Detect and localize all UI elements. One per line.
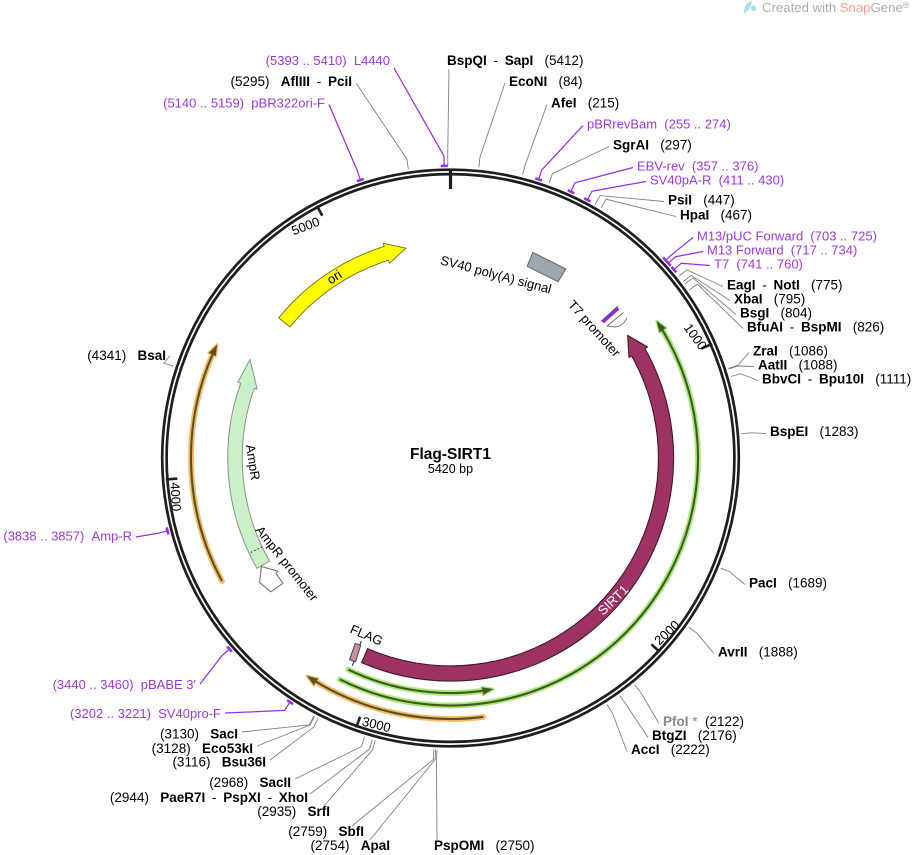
svg-text:(3202 .. 3221) SV40pro-F: (3202 .. 3221) SV40pro-F	[70, 706, 221, 721]
svg-text:EagI - NotI (775): EagI - NotI (775)	[727, 278, 843, 293]
svg-text:AfeI (215): AfeI (215)	[551, 96, 619, 111]
svg-text:EcoNI (84): EcoNI (84)	[509, 74, 583, 89]
svg-text:(2754) ApaI: (2754) ApaI	[310, 838, 390, 853]
svg-text:4000: 4000	[167, 482, 183, 512]
svg-text:BtgZI (2176): BtgZI (2176)	[652, 728, 737, 743]
svg-text:BspQI - SapI (5412): BspQI - SapI (5412)	[447, 53, 584, 68]
svg-text:ori: ori	[324, 267, 344, 288]
svg-text:pBRrevBam (255 .. 274): pBRrevBam (255 .. 274)	[587, 117, 731, 132]
svg-text:(2968) SacII: (2968) SacII	[209, 775, 291, 790]
svg-text:SgrAI (297): SgrAI (297)	[613, 138, 692, 153]
svg-text:5420 bp: 5420 bp	[428, 462, 473, 476]
svg-text:3000: 3000	[361, 714, 393, 736]
svg-text:EBV-rev (357 .. 376): EBV-rev (357 .. 376)	[637, 159, 758, 174]
svg-text:BfuAI - BspMI (826): BfuAI - BspMI (826)	[747, 320, 884, 335]
svg-text:AatII (1088): AatII (1088)	[758, 358, 838, 373]
svg-text:M13/pUC Forward (703 .. 725): M13/pUC Forward (703 .. 725)	[697, 229, 877, 244]
svg-text:Flag-SIRT1: Flag-SIRT1	[410, 446, 491, 463]
svg-text:(3440 .. 3460) pBABE 3': (3440 .. 3460) pBABE 3'	[53, 677, 196, 692]
svg-text:(3128) Eco53kI: (3128) Eco53kI	[152, 741, 253, 756]
svg-text:(4341) BsaI: (4341) BsaI	[87, 348, 166, 363]
svg-text:(2935) SrfI: (2935) SrfI	[257, 804, 330, 819]
svg-text:(2759) SbfI: (2759) SbfI	[288, 824, 364, 839]
svg-text:T7 (741 .. 760): T7 (741 .. 760)	[714, 257, 803, 272]
svg-text:XbaI (795): XbaI (795)	[734, 292, 805, 307]
svg-text:PspOMI (2750): PspOMI (2750)	[434, 838, 535, 853]
svg-text:(3116) Bsu36I: (3116) Bsu36I	[172, 755, 266, 770]
svg-text:SV40pA-R (411 .. 430): SV40pA-R (411 .. 430)	[650, 173, 784, 188]
svg-text:HpaI (467): HpaI (467)	[680, 208, 752, 223]
svg-text:(3130) SacI: (3130) SacI	[160, 727, 238, 742]
svg-text:AvrII (1888): AvrII (1888)	[718, 645, 798, 660]
svg-text:(3838 .. 3857) Amp-R: (3838 .. 3857) Amp-R	[3, 529, 132, 544]
svg-text:Created with SnapGene®: Created with SnapGene®	[762, 0, 910, 15]
svg-text:BsgI (804): BsgI (804)	[740, 306, 812, 321]
svg-text:(5295) AflIII - PciI: (5295) AflIII - PciI	[230, 74, 352, 89]
svg-text:FLAG: FLAG	[348, 621, 385, 648]
svg-text:M13 Forward (717 .. 734): M13 Forward (717 .. 734)	[707, 243, 857, 258]
svg-text:PacI (1689): PacI (1689)	[749, 576, 827, 591]
svg-text:5000: 5000	[289, 214, 321, 238]
svg-text:BspEI (1283): BspEI (1283)	[770, 424, 859, 439]
svg-text:(5140 .. 5159) pBR322ori-F: (5140 .. 5159) pBR322ori-F	[163, 96, 325, 111]
svg-text:(2944) PaeR7I - PspXI - XhoI: (2944) PaeR7I - PspXI - XhoI	[110, 790, 308, 805]
svg-text:ZraI (1086): ZraI (1086)	[753, 344, 828, 359]
svg-text:BbvCI - Bpu10I (1111): BbvCI - Bpu10I (1111)	[762, 372, 911, 387]
svg-text:(5393 .. 5410) L4440: (5393 .. 5410) L4440	[266, 53, 390, 68]
svg-text:T7 promoter: T7 promoter	[565, 297, 624, 360]
svg-text:AccI (2222): AccI (2222)	[631, 742, 710, 757]
svg-text:AmpR: AmpR	[243, 443, 263, 481]
svg-text:PsiI (447): PsiI (447)	[668, 193, 735, 208]
svg-text:PfoI * (2122): PfoI * (2122)	[663, 714, 744, 729]
